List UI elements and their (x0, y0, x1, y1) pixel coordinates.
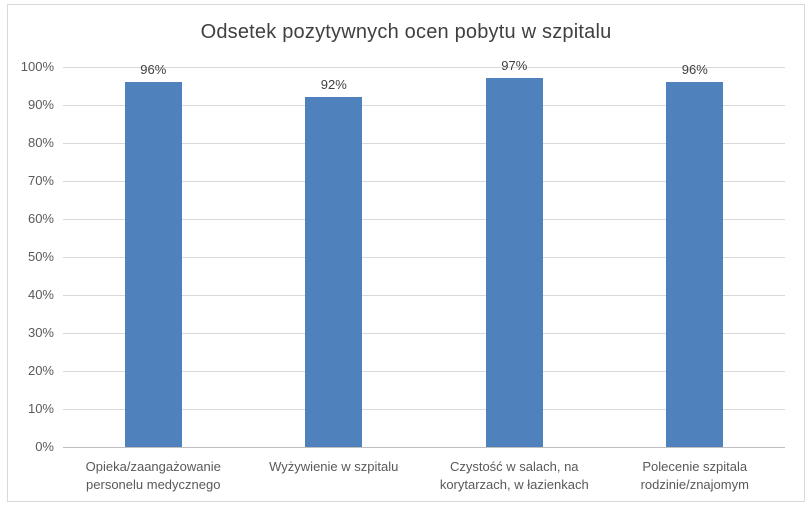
gridline (63, 143, 785, 144)
gridline (63, 257, 785, 258)
y-tick-label: 90% (27, 97, 54, 112)
y-tick-label: 10% (27, 401, 54, 416)
bar-1 (305, 97, 363, 447)
y-tick-label: 50% (27, 249, 54, 264)
bar-2 (485, 78, 543, 447)
gridline (63, 409, 785, 410)
bar-0 (124, 82, 182, 447)
bar-data-label: 96% (140, 62, 167, 78)
y-tick-label: 70% (27, 173, 54, 188)
y-tick-label: 0% (35, 439, 54, 454)
x-category-label: Opieka/zaangażowanie personelu medyczneg… (85, 459, 221, 492)
gridline (63, 333, 785, 334)
gridline (63, 67, 785, 68)
gridline (63, 371, 785, 372)
x-category-label: Polecenie szpitala rodzinie/znajomym (640, 459, 749, 492)
gridline (63, 295, 785, 296)
y-tick-label: 100% (20, 59, 54, 74)
bar-data-label: 97% (501, 58, 528, 74)
gridline (63, 105, 785, 106)
y-tick-label: 20% (27, 363, 54, 378)
chart-frame: Odsetek pozytywnych ocen pobytu w szpita… (7, 4, 805, 502)
bar-data-label: 96% (681, 62, 708, 78)
chart-title: Odsetek pozytywnych ocen pobytu w szpita… (200, 21, 612, 43)
x-category-label: Czystość w salach, na korytarzach, w łaz… (439, 459, 589, 492)
bar-3 (666, 82, 724, 447)
gridline (63, 219, 785, 220)
x-axis-line (63, 447, 785, 448)
y-tick-label: 40% (27, 287, 54, 302)
y-tick-label: 80% (27, 135, 54, 150)
x-category-label: Wyżywienie w szpitalu (269, 459, 399, 474)
y-tick-label: 30% (27, 325, 54, 340)
bar-data-label: 92% (320, 77, 347, 93)
y-tick-label: 60% (27, 211, 54, 226)
gridline (63, 181, 785, 182)
